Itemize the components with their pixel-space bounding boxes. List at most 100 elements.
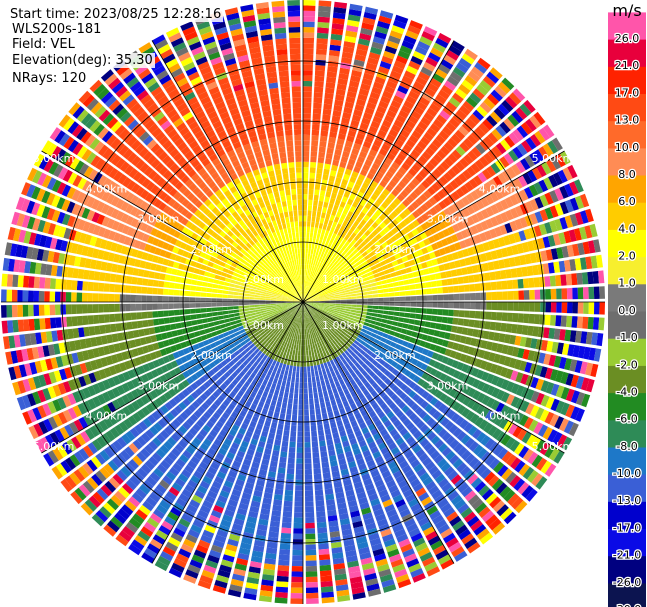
ray-gate (141, 252, 149, 261)
ray-gate (313, 365, 318, 372)
ray-gate (289, 332, 293, 338)
ray-gate (271, 203, 277, 210)
ray-gate (294, 259, 297, 266)
ray-gate (208, 180, 217, 189)
ray-gate (227, 291, 234, 295)
ray-gate (277, 141, 285, 148)
ray-gate (246, 36, 259, 44)
ray-gate (230, 136, 240, 145)
ray-gate (312, 315, 316, 320)
ray-gate (207, 466, 218, 475)
ray-gate (78, 90, 92, 104)
ray-gate (206, 46, 219, 56)
ray-gate (261, 237, 268, 244)
ray-gate (244, 252, 251, 258)
ray-gate (392, 432, 402, 442)
ray-gate (553, 450, 565, 464)
ray-gate (314, 370, 319, 377)
ray-gate (223, 189, 232, 198)
ray-gate (203, 125, 214, 134)
ray-gate (223, 92, 235, 101)
ray-gate (282, 276, 287, 281)
ray-gate (215, 420, 224, 429)
ray-gate (33, 423, 44, 437)
ray-gate (325, 350, 330, 356)
ray-gate (45, 331, 53, 343)
ray-gate (181, 175, 190, 184)
ray-gate (291, 248, 295, 255)
ray-gate (81, 304, 88, 314)
ray-gate (369, 320, 376, 325)
ray-gate (209, 429, 218, 438)
ray-gate (116, 352, 124, 362)
ray-gate (245, 30, 258, 39)
ray-gate (254, 151, 263, 159)
ray-gate (503, 334, 511, 344)
ray-gate (450, 494, 463, 506)
ray-gate (278, 70, 289, 77)
ray-gate (150, 379, 159, 389)
ray-gate (185, 220, 194, 229)
ray-gate (414, 352, 422, 360)
ray-gate (279, 549, 290, 556)
ray-gate (270, 215, 276, 222)
ray-gate (350, 326, 356, 332)
ray-gate (226, 339, 233, 346)
ray-gate (299, 269, 302, 276)
ray-gate (448, 302, 454, 309)
ray-gate (258, 213, 265, 221)
ray-gate (297, 350, 301, 356)
ray-gate (197, 406, 206, 415)
ray-gate (544, 444, 556, 458)
ray-gate (396, 533, 409, 543)
ray-gate (228, 446, 238, 455)
ray-gate (263, 223, 270, 230)
ray-gate (31, 202, 41, 216)
ray-gate (60, 151, 71, 165)
ray-gate (207, 386, 216, 394)
ray-gate (188, 41, 202, 51)
ray-gate (140, 463, 152, 475)
ray-gate (217, 180, 226, 189)
ray-gate (251, 211, 258, 218)
ray-gate (181, 488, 193, 499)
ray-gate (486, 302, 492, 310)
ray-gate (566, 315, 573, 328)
ray-gate (155, 131, 166, 142)
ray-gate (128, 459, 139, 470)
ray-gate (243, 296, 250, 300)
ray-gate (224, 121, 234, 130)
ray-gate (283, 391, 289, 398)
ray-gate (485, 492, 498, 505)
ray-gate (539, 442, 551, 456)
ray-gate (449, 333, 456, 341)
ray-gate (402, 323, 409, 329)
ray-gate (248, 176, 256, 184)
ray-gate (449, 515, 462, 527)
ray-gate (405, 493, 417, 503)
ray-gate (125, 430, 136, 442)
ray-gate (239, 311, 245, 316)
ray-gate (468, 457, 480, 468)
ray-gate (279, 279, 284, 284)
ray-gate (308, 333, 311, 340)
ray-gate (187, 529, 200, 539)
ray-gate (218, 222, 226, 230)
ray-gate (163, 194, 172, 204)
ray-gate (194, 200, 203, 209)
ray-gate (382, 394, 390, 402)
ray-gate (149, 538, 163, 550)
ray-gate (219, 337, 227, 344)
ray-gate (464, 336, 472, 345)
ray-gate (436, 338, 444, 346)
ray-gate (392, 563, 406, 573)
ray-gate (262, 574, 275, 581)
ray-gate (228, 313, 235, 318)
ray-gate (271, 327, 277, 333)
ray-gate (177, 171, 187, 180)
ray-gate (164, 274, 171, 281)
ray-gate (153, 65, 166, 76)
ray-gate (592, 317, 600, 330)
ray-gate (248, 443, 257, 451)
ray-gate (489, 321, 497, 331)
